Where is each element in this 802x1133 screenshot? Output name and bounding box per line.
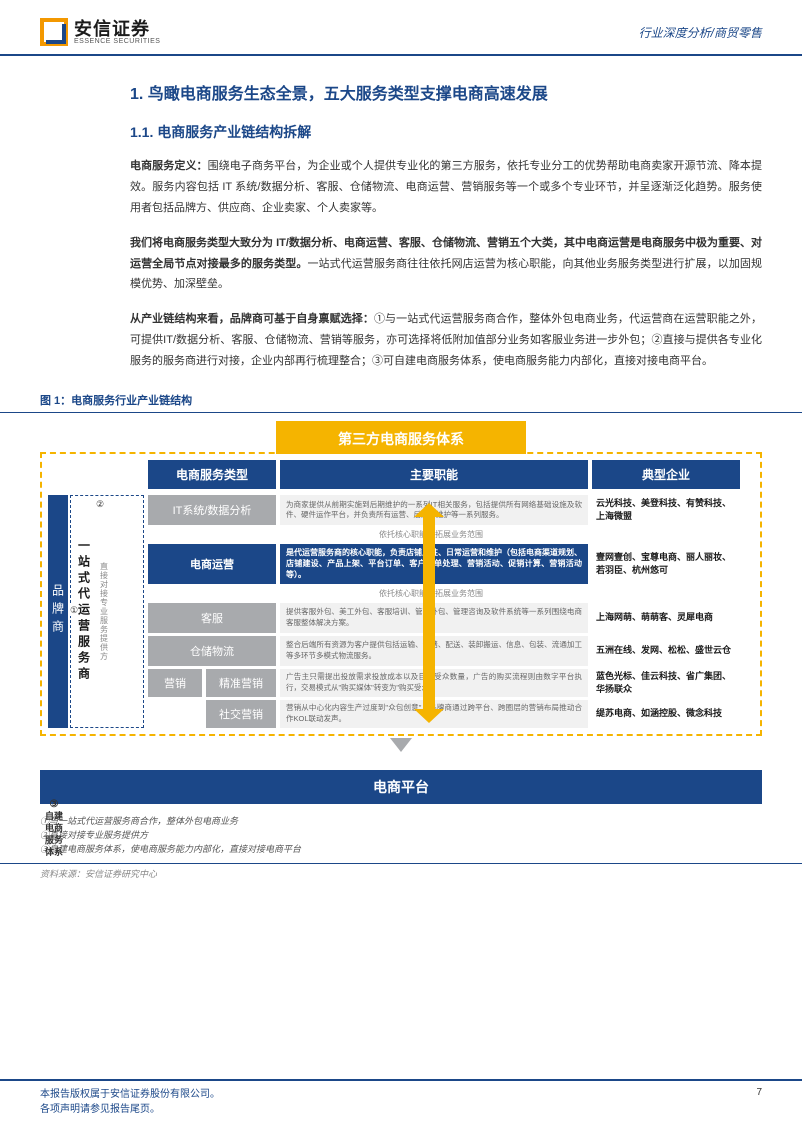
page-footer: 本报告版权属于安信证券股份有限公司。 各项声明请参见报告尾页。 7 (0, 1079, 802, 1117)
row-it: IT系统/数据分析 为商家提供从前期实施到后期维护的一系列IT相关服务，包括提供… (148, 495, 754, 525)
footer-left: 本报告版权属于安信证券股份有限公司。 各项声明请参见报告尾页。 (40, 1087, 220, 1117)
diagram-body: 品牌商 ① 一站式代运营服务商 直接对接专业服务提供方 ② IT系统/数据分析 … (48, 495, 754, 728)
row-operate: 电商运营 是代运营服务商的核心职能，负责店铺入驻、日常运营和维护（包括电商渠道规… (148, 544, 754, 584)
footer-l1: 本报告版权属于安信证券股份有限公司。 (40, 1087, 220, 1102)
diagram-notes: ①与一站式代运营服务商合作，整体外包电商业务 ②直接对接专业服务提供方 ③自建电… (0, 810, 802, 859)
rows-container: IT系统/数据分析 为商家提供从前期实施到后期维护的一系列IT相关服务，包括提供… (148, 495, 754, 728)
row-wh: 仓储物流 整合后端所有资源为客户提供包括运输、仓储、配送、装卸搬运、信息、包装、… (148, 636, 754, 666)
comp-wh: 五洲在线、发网、松松、盛世云仓 (592, 636, 740, 666)
col-header-2: 主要职能 (280, 460, 588, 489)
comp-mkt1: 蓝色光标、佳云科技、省广集团、华扬联众 (592, 669, 740, 697)
dashed-outer-box: 电商服务类型 主要职能 典型企业 品牌商 ① 一站式代运营服务商 直接对接专业服… (40, 452, 762, 736)
cat-mkt: 营销 (148, 669, 202, 697)
figure-label: 图 1：电商服务行业产业链结构 (0, 386, 802, 413)
desc-cs: 提供客服外包、美工外包、客服培训、管理外包、管理咨询及软件系统等一系列围绕电商客… (280, 603, 588, 633)
note-1: ①与一站式代运营服务商合作，整体外包电商业务 (40, 814, 762, 828)
onestop-sub: 直接对接专业服务提供方 (97, 500, 111, 723)
platform-bar: 电商平台 (40, 770, 762, 804)
circle-1: ① (70, 605, 78, 616)
desc-operate: 是代运营服务商的核心职能，负责店铺入驻、日常运营和维护（包括电商渠道规划、店铺建… (280, 544, 588, 584)
onestop-wrap: 一站式代运营服务商 直接对接专业服务提供方 ② (70, 495, 144, 728)
logo-en: ESSENCE SECURITIES (74, 38, 160, 45)
cat-mkt-sub2: 社交营销 (206, 700, 276, 728)
circle-3: ③ (50, 799, 59, 810)
row-cs: 客服 提供客服外包、美工外包、客服培训、管理外包、管理咨询及软件系统等一系列围绕… (148, 603, 754, 633)
source-line: 资料来源：安信证券研究中心 (0, 863, 802, 880)
desc-wh: 整合后端所有资源为客户提供包括运输、仓储、配送、装卸搬运、信息、包装、流通加工等… (280, 636, 588, 666)
heading-2: 1.1. 电商服务产业链结构拆解 (130, 122, 762, 142)
paragraph-3: 从产业链结构来看，品牌商可基于自身禀赋选择：①与一站式代运营服务商合作，整体外包… (130, 309, 762, 372)
note-3: ③自建电商服务体系，使电商服务能力内部化，直接对接电商平台 (40, 842, 762, 856)
comp-cs: 上海网萌、萌萌客、灵犀电商 (592, 603, 740, 633)
circle-2: ② (96, 499, 104, 510)
p3-bold: 从产业链结构来看，品牌商可基于自身禀赋选择： (130, 313, 374, 325)
main-content: 1. 鸟瞰电商服务生态全景，五大服务类型支撑电商高速发展 1.1. 电商服务产业… (0, 56, 802, 372)
comp-it: 云光科技、美登科技、有赞科技、上海微盟 (592, 495, 740, 525)
row-mkt1: 营销 精准营销 广告主只需提出投放需求投放成本以及目标受众数量，广告的购买流程则… (148, 669, 754, 697)
cat-mkt-spacer (148, 700, 202, 728)
column-headers: 电商服务类型 主要职能 典型企业 (148, 460, 754, 489)
page-header: 安信证券 ESSENCE SECURITIES 行业深度分析/商贸零售 (0, 0, 802, 56)
logo-icon (40, 18, 68, 46)
diagram-container: 第三方电商服务体系 电商服务类型 主要职能 典型企业 品牌商 ① 一站式代运营服… (0, 413, 802, 756)
down-arrow-icon (390, 738, 412, 752)
brand-box: 品牌商 (48, 495, 68, 728)
logo-cn: 安信证券 (74, 20, 160, 38)
p1-bold: 电商服务定义： (130, 160, 208, 172)
desc-it: 为商家提供从前期实施到后期维护的一系列IT相关服务，包括提供所有网络基础设施及软… (280, 495, 588, 525)
paragraph-2: 我们将电商服务类型大致分为 IT/数据分析、电商运营、客服、仓储物流、营销五个大… (130, 233, 762, 296)
footer-l2: 各项声明请参见报告尾页。 (40, 1102, 220, 1117)
cat-it: IT系统/数据分析 (148, 495, 276, 525)
cat-mkt-sub1: 精准营销 (206, 669, 276, 697)
cat-operate: 电商运营 (148, 544, 276, 584)
row-mkt2: 社交营销 营销从中心化内容生产过度到"众包创意"，品牌商通过跨平台、跨圈层的营销… (148, 700, 754, 728)
heading-1: 1. 鸟瞰电商服务生态全景，五大服务类型支撑电商高速发展 (130, 80, 762, 104)
hint-2: 依托核心职能，拓展业务范围 (276, 587, 586, 600)
col-header-1: 电商服务类型 (148, 460, 276, 489)
self-build-label: ③ 自建电商服务体系 (44, 799, 64, 859)
page-number: 7 (756, 1087, 762, 1117)
header-category: 行业深度分析/商贸零售 (639, 24, 762, 41)
note-2: ②直接对接专业服务提供方 (40, 828, 762, 842)
p1-text: 围绕电子商务平台，为企业或个人提供专业化的第三方服务，依托专业分工的优势帮助电商… (130, 160, 762, 214)
left-side: 品牌商 ① 一站式代运营服务商 直接对接专业服务提供方 ② (48, 495, 144, 728)
system-title: 第三方电商服务体系 (276, 421, 526, 454)
desc-mkt1: 广告主只需提出投放需求投放成本以及目标受众数量，广告的购买流程则由数字平台执行，… (280, 669, 588, 697)
paragraph-1: 电商服务定义：围绕电子商务平台，为企业或个人提供专业化的第三方服务，依托专业分工… (130, 156, 762, 219)
desc-mkt2: 营销从中心化内容生产过度到"众包创意"，品牌商通过跨平台、跨圈层的营销布局推动合… (280, 700, 588, 728)
self-build-text: 自建电商服务体系 (45, 811, 63, 857)
cat-cs: 客服 (148, 603, 276, 633)
comp-operate: 壹网壹创、宝尊电商、丽人丽妆、若羽臣、杭州悠可 (592, 544, 740, 584)
cat-wh: 仓储物流 (148, 636, 276, 666)
comp-mkt2: 缇苏电商、如涵控股、微念科技 (592, 700, 740, 728)
col-header-3: 典型企业 (592, 460, 740, 489)
logo: 安信证券 ESSENCE SECURITIES (40, 18, 160, 46)
hint-1: 依托核心职能，拓展业务范围 (276, 528, 586, 541)
